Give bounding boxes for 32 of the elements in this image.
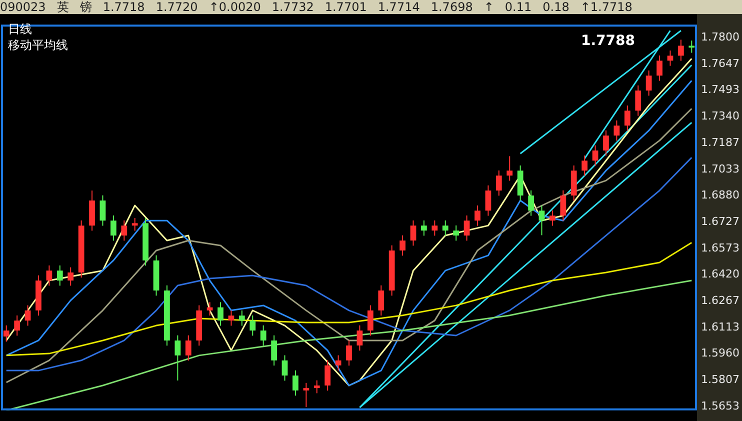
text: ↑0.0020 [208,0,261,14]
text: ↑1.7718 [580,0,632,14]
text: 0.18 [542,0,570,14]
text: 1.7714 [378,0,420,14]
text: ↑ [484,0,494,14]
y-tick-label: 1.7493 [701,83,740,96]
text: 1.7732 [272,0,314,14]
y-tick-label: 1.5653 [701,399,740,412]
y-tick-label: 1.7647 [701,56,740,70]
text: 1.7718 [102,0,145,14]
y-tick-label: 1.6727 [701,214,740,228]
y-tick-label: 1.6267 [701,294,740,307]
y-tick-label: 1.6113 [701,320,740,334]
y-tick-label: 1.6420 [701,268,740,281]
y-tick-label: 1.6573 [701,241,740,254]
text: 090023 [0,0,46,14]
text: 1.7698 [430,0,473,14]
y-tick-label: 1.5807 [701,372,740,386]
text: 移动平均线 [8,37,68,53]
text: 镑 [80,0,92,14]
annotation: 1.7788 [580,33,635,50]
y-tick-label: 1.7187 [701,136,740,149]
y-tick-label: 1.5960 [701,346,740,360]
y-tick-label: 1.7340 [701,110,740,123]
text: 1.7720 [156,0,198,14]
chart-title: 日线 [8,21,33,37]
text: 0.11 [504,0,532,14]
text: 1.7701 [324,0,367,14]
y-tick-label: 1.6880 [701,188,740,202]
y-tick-label: 1.7033 [701,162,740,176]
y-tick-label: 1.7800 [701,30,740,44]
text: 英 [56,0,69,14]
